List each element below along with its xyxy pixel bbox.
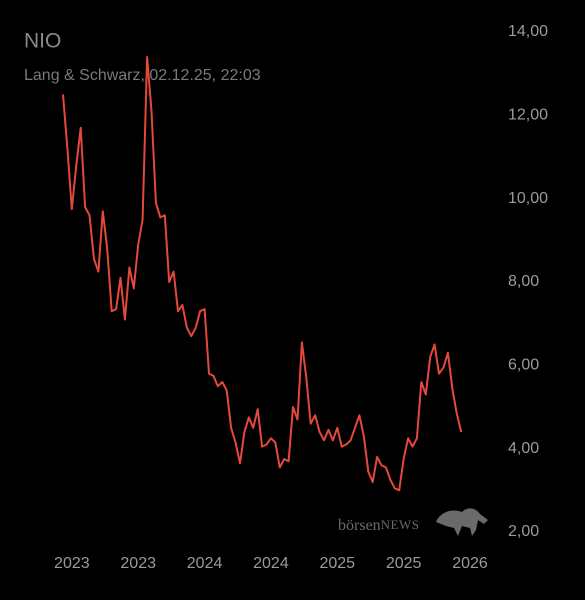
watermark-text: börsenNEWS <box>338 517 420 534</box>
y-tick-label: 6,00 <box>508 357 539 374</box>
x-tick-label: 2024 <box>187 555 223 572</box>
watermark-part: NEWS <box>381 517 420 532</box>
watermark-bull <box>436 508 488 536</box>
y-tick-label: 4,00 <box>508 440 539 457</box>
x-tick-label: 2023 <box>54 555 90 572</box>
y-tick-label: 12,00 <box>508 107 548 124</box>
chart-title: NIO <box>24 30 61 53</box>
price-line <box>62 56 463 492</box>
y-tick-label: 8,00 <box>508 273 539 290</box>
x-tick-label: 2024 <box>253 555 289 572</box>
x-tick-label: 2023 <box>120 555 156 572</box>
y-tick-label: 2,00 <box>508 523 539 540</box>
y-tick-label: 10,00 <box>508 190 548 207</box>
x-tick-label: 2026 <box>452 555 488 572</box>
watermark: börsenNEWS <box>338 508 488 536</box>
watermark-part: börsen <box>338 517 381 534</box>
x-tick-label: 2025 <box>386 555 422 572</box>
y-tick-label: 14,00 <box>508 23 548 40</box>
x-tick-label: 2025 <box>319 555 355 572</box>
chart-subtitle: Lang & Schwarz, 02.12.25, 22:03 <box>24 67 261 84</box>
